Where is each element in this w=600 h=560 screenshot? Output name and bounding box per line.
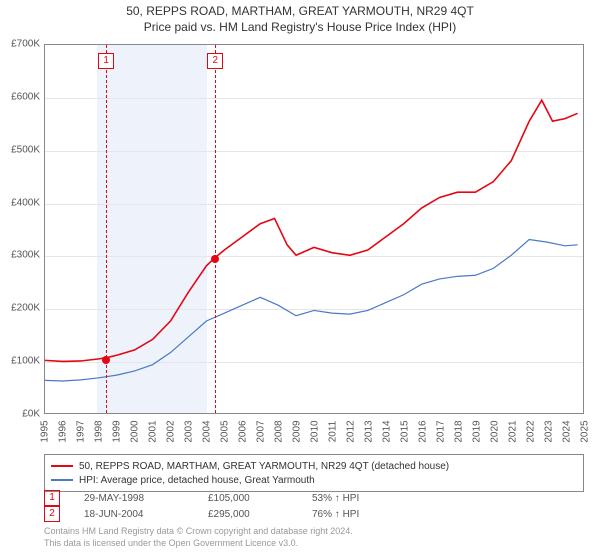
x-axis-label: 2007 <box>256 420 267 442</box>
sales-row-date: 29-MAY-1998 <box>84 493 184 504</box>
x-axis-label: 2019 <box>472 420 483 442</box>
footer-attribution: Contains HM Land Registry data © Crown c… <box>44 526 353 549</box>
sales-row-hpi: 76% ↑ HPI <box>312 509 359 520</box>
x-axis-label: 1995 <box>40 420 51 442</box>
sales-table: 1 29-MAY-1998 £105,000 53% ↑ HPI 2 18-JUN-200… <box>44 490 359 522</box>
x-axis-label: 2011 <box>328 421 339 443</box>
x-axis-label: 2023 <box>544 420 555 442</box>
x-axis-label: 1999 <box>112 420 123 442</box>
x-axis-label: 2003 <box>184 420 195 442</box>
x-axis-label: 2024 <box>562 420 573 442</box>
footer-line: Contains HM Land Registry data © Crown c… <box>44 526 353 538</box>
x-axis-label: 2018 <box>454 420 465 442</box>
x-axis-label: 2002 <box>166 420 177 442</box>
sales-row: 1 29-MAY-1998 £105,000 53% ↑ HPI <box>44 490 359 506</box>
x-axis-label: 2006 <box>238 420 249 442</box>
sale-marker-badge: 2 <box>207 53 223 69</box>
legend-swatch <box>51 479 73 481</box>
x-axis-label: 2010 <box>310 420 321 442</box>
sales-row-price: £105,000 <box>208 493 288 504</box>
y-axis-label: £100K <box>0 356 40 367</box>
sale-marker-point <box>102 356 110 364</box>
x-axis-label: 2017 <box>436 420 447 442</box>
x-axis-label: 1996 <box>58 420 69 442</box>
sales-row-hpi: 53% ↑ HPI <box>312 493 359 504</box>
x-axis-label: 2015 <box>400 420 411 442</box>
x-axis-label: 2013 <box>364 420 375 442</box>
x-axis-label: 2016 <box>418 420 429 442</box>
sale-marker-point <box>211 255 219 263</box>
x-axis-label: 2009 <box>292 420 303 442</box>
legend-swatch <box>51 465 73 467</box>
chart-lines <box>45 45 583 413</box>
legend: 50, REPPS ROAD, MARTHAM, GREAT YARMOUTH,… <box>44 454 584 492</box>
y-axis-label: £0K <box>0 409 40 420</box>
x-axis-label: 2001 <box>148 420 159 442</box>
y-axis-label: £200K <box>0 303 40 314</box>
legend-row: HPI: Average price, detached house, Grea… <box>51 473 577 487</box>
legend-text: HPI: Average price, detached house, Grea… <box>79 475 315 486</box>
chart-title: 50, REPPS ROAD, MARTHAM, GREAT YARMOUTH,… <box>0 4 600 18</box>
plot-area: 1995199619971998199920002001200220032004… <box>44 44 584 414</box>
series-property <box>45 100 578 361</box>
y-axis-label: £300K <box>0 250 40 261</box>
series-hpi <box>45 240 578 381</box>
y-axis-label: £400K <box>0 197 40 208</box>
legend-row: 50, REPPS ROAD, MARTHAM, GREAT YARMOUTH,… <box>51 459 577 473</box>
sales-row-price: £295,000 <box>208 509 288 520</box>
y-axis-label: £500K <box>0 144 40 155</box>
x-axis-label: 2005 <box>220 420 231 442</box>
x-axis-label: 2022 <box>526 420 537 442</box>
x-axis-label: 2020 <box>490 420 501 442</box>
x-axis-label: 1998 <box>94 420 105 442</box>
legend-text: 50, REPPS ROAD, MARTHAM, GREAT YARMOUTH,… <box>79 461 449 472</box>
x-axis-label: 2012 <box>346 420 357 442</box>
x-axis-label: 2008 <box>274 420 285 442</box>
chart-subtitle: Price paid vs. HM Land Registry's House … <box>0 20 600 34</box>
x-axis-label: 2025 <box>580 420 591 442</box>
y-axis-label: £700K <box>0 39 40 50</box>
x-axis-label: 2000 <box>130 420 141 442</box>
sales-row-date: 18-JUN-2004 <box>84 509 184 520</box>
x-axis-label: 2004 <box>202 420 213 442</box>
x-axis-label: 2021 <box>508 420 519 442</box>
sales-row: 2 18-JUN-2004 £295,000 76% ↑ HPI <box>44 506 359 522</box>
sales-row-badge: 2 <box>44 506 60 522</box>
y-axis-label: £600K <box>0 91 40 102</box>
title-block: 50, REPPS ROAD, MARTHAM, GREAT YARMOUTH,… <box>0 0 600 34</box>
sale-vline <box>215 45 216 413</box>
sale-marker-badge: 1 <box>98 53 114 69</box>
sales-row-badge: 1 <box>44 490 60 506</box>
x-axis-label: 2014 <box>382 420 393 442</box>
x-axis-label: 1997 <box>76 420 87 442</box>
chart-container: 50, REPPS ROAD, MARTHAM, GREAT YARMOUTH,… <box>0 0 600 560</box>
footer-line: This data is licensed under the Open Gov… <box>44 538 353 550</box>
